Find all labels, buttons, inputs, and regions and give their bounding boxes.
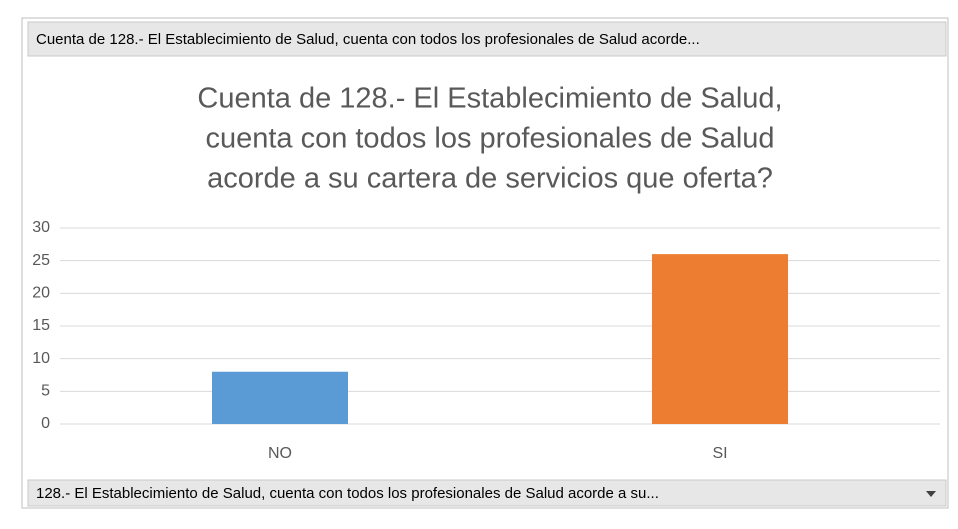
y-tick-label: 10 (32, 350, 50, 367)
dropdown-arrow[interactable] (926, 491, 936, 497)
y-tick-label: 20 (32, 285, 50, 302)
y-tick-label: 25 (32, 252, 50, 269)
chart-title: cuenta con todos los profesionales de Sa… (205, 123, 774, 155)
value-field-label: Cuenta de 128.- El Establecimiento de Sa… (36, 31, 700, 48)
x-tick-label: SI (712, 445, 727, 462)
chart-title: Cuenta de 128.- El Establecimiento de Sa… (197, 83, 782, 115)
axis-field-label: 128.- El Establecimiento de Salud, cuent… (36, 485, 659, 502)
value-field-button[interactable] (27, 21, 947, 57)
bar (652, 254, 788, 424)
y-tick-label: 0 (41, 415, 50, 432)
x-tick-label: NO (268, 445, 292, 462)
y-tick-label: 15 (32, 317, 50, 334)
bar (212, 371, 348, 424)
axis-field-button[interactable] (27, 479, 947, 507)
chart-title: acorde a su cartera de servicios que ofe… (207, 163, 773, 195)
chart-frame (21, 17, 949, 509)
y-tick-label: 5 (41, 383, 50, 400)
y-tick-label: 30 (32, 219, 50, 236)
